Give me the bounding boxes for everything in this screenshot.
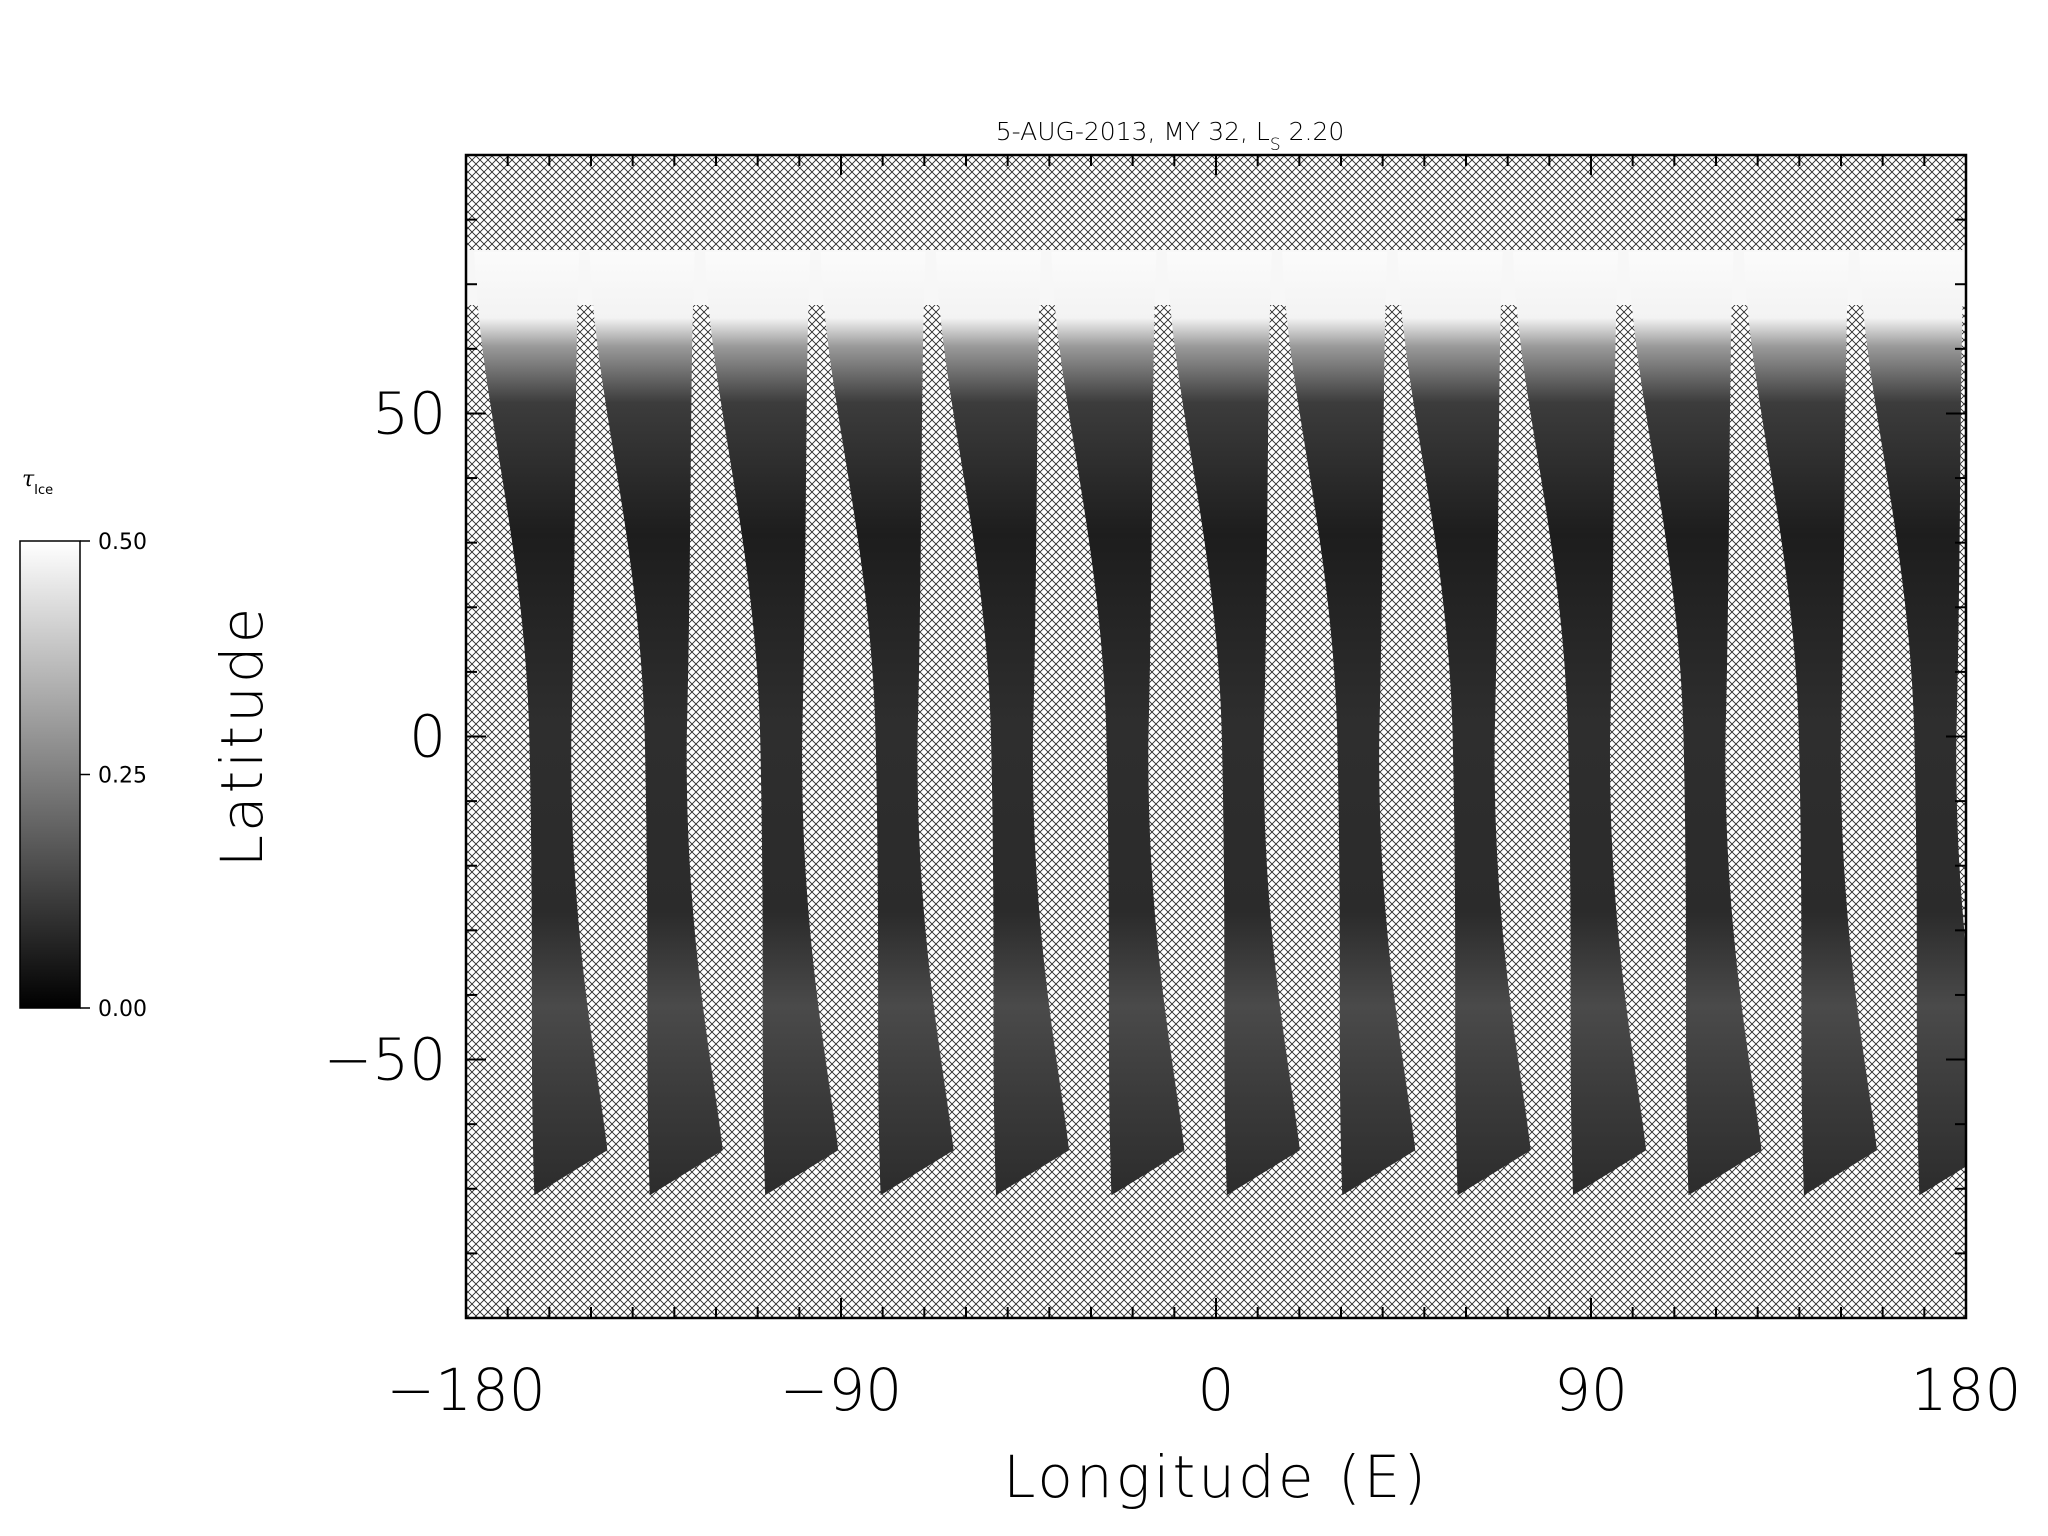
x-tick-label: 180 — [1911, 1356, 2022, 1424]
chart-title-main: 5-AUG-2013, MY 32, L — [996, 117, 1270, 146]
swath — [1628, 251, 1762, 1196]
colorbar-label: τIce — [22, 467, 53, 498]
swath — [1051, 251, 1185, 1196]
y-axis-label: Latitude — [208, 605, 276, 868]
swath — [1397, 251, 1531, 1196]
x-tick-label: 90 — [1554, 1356, 1628, 1424]
y-tick-label: −50 — [324, 1026, 446, 1094]
x-tick-label: −90 — [780, 1356, 902, 1424]
swath — [820, 251, 954, 1196]
x-axis-label: Longitude (E) — [1003, 1443, 1429, 1511]
tick-labels: −180 −90 0 90 180 −50 0 50 — [324, 379, 2022, 1424]
colorbar-tick-label: 0.25 — [98, 764, 147, 789]
swath — [1166, 251, 1300, 1196]
colorbar — [19, 540, 81, 1009]
swath — [1743, 251, 1877, 1196]
y-tick-label: 50 — [372, 379, 446, 447]
colorbar-ticks: 0.00 0.25 0.50 — [80, 530, 147, 1022]
swath — [1975, 252, 2048, 1195]
swath — [1282, 251, 1416, 1196]
chart-title-subscript: S — [1270, 135, 1281, 155]
colorbar-tick-label: 0.00 — [98, 997, 147, 1022]
swath — [1859, 251, 1966, 1196]
swath — [936, 251, 1069, 1196]
swath — [474, 251, 608, 1196]
colorbar-label-symbol: τ — [22, 467, 35, 492]
swath — [1513, 251, 1647, 1196]
y-tick-label: 0 — [409, 703, 446, 771]
colorbar-tick-label: 0.50 — [98, 530, 147, 555]
swath — [589, 251, 723, 1196]
x-tick-label: −180 — [386, 1356, 545, 1424]
colorbar-label-subscript: Ice — [34, 483, 53, 498]
chart-title: 5-AUG-2013, MY 32, LS 2.20 — [996, 117, 1345, 155]
swath — [705, 251, 839, 1196]
chart-title-suffix: 2.20 — [1281, 117, 1345, 146]
swath-layer — [474, 251, 2048, 1196]
axis-ticks — [465, 154, 1967, 1319]
x-tick-label: 0 — [1198, 1356, 1235, 1424]
